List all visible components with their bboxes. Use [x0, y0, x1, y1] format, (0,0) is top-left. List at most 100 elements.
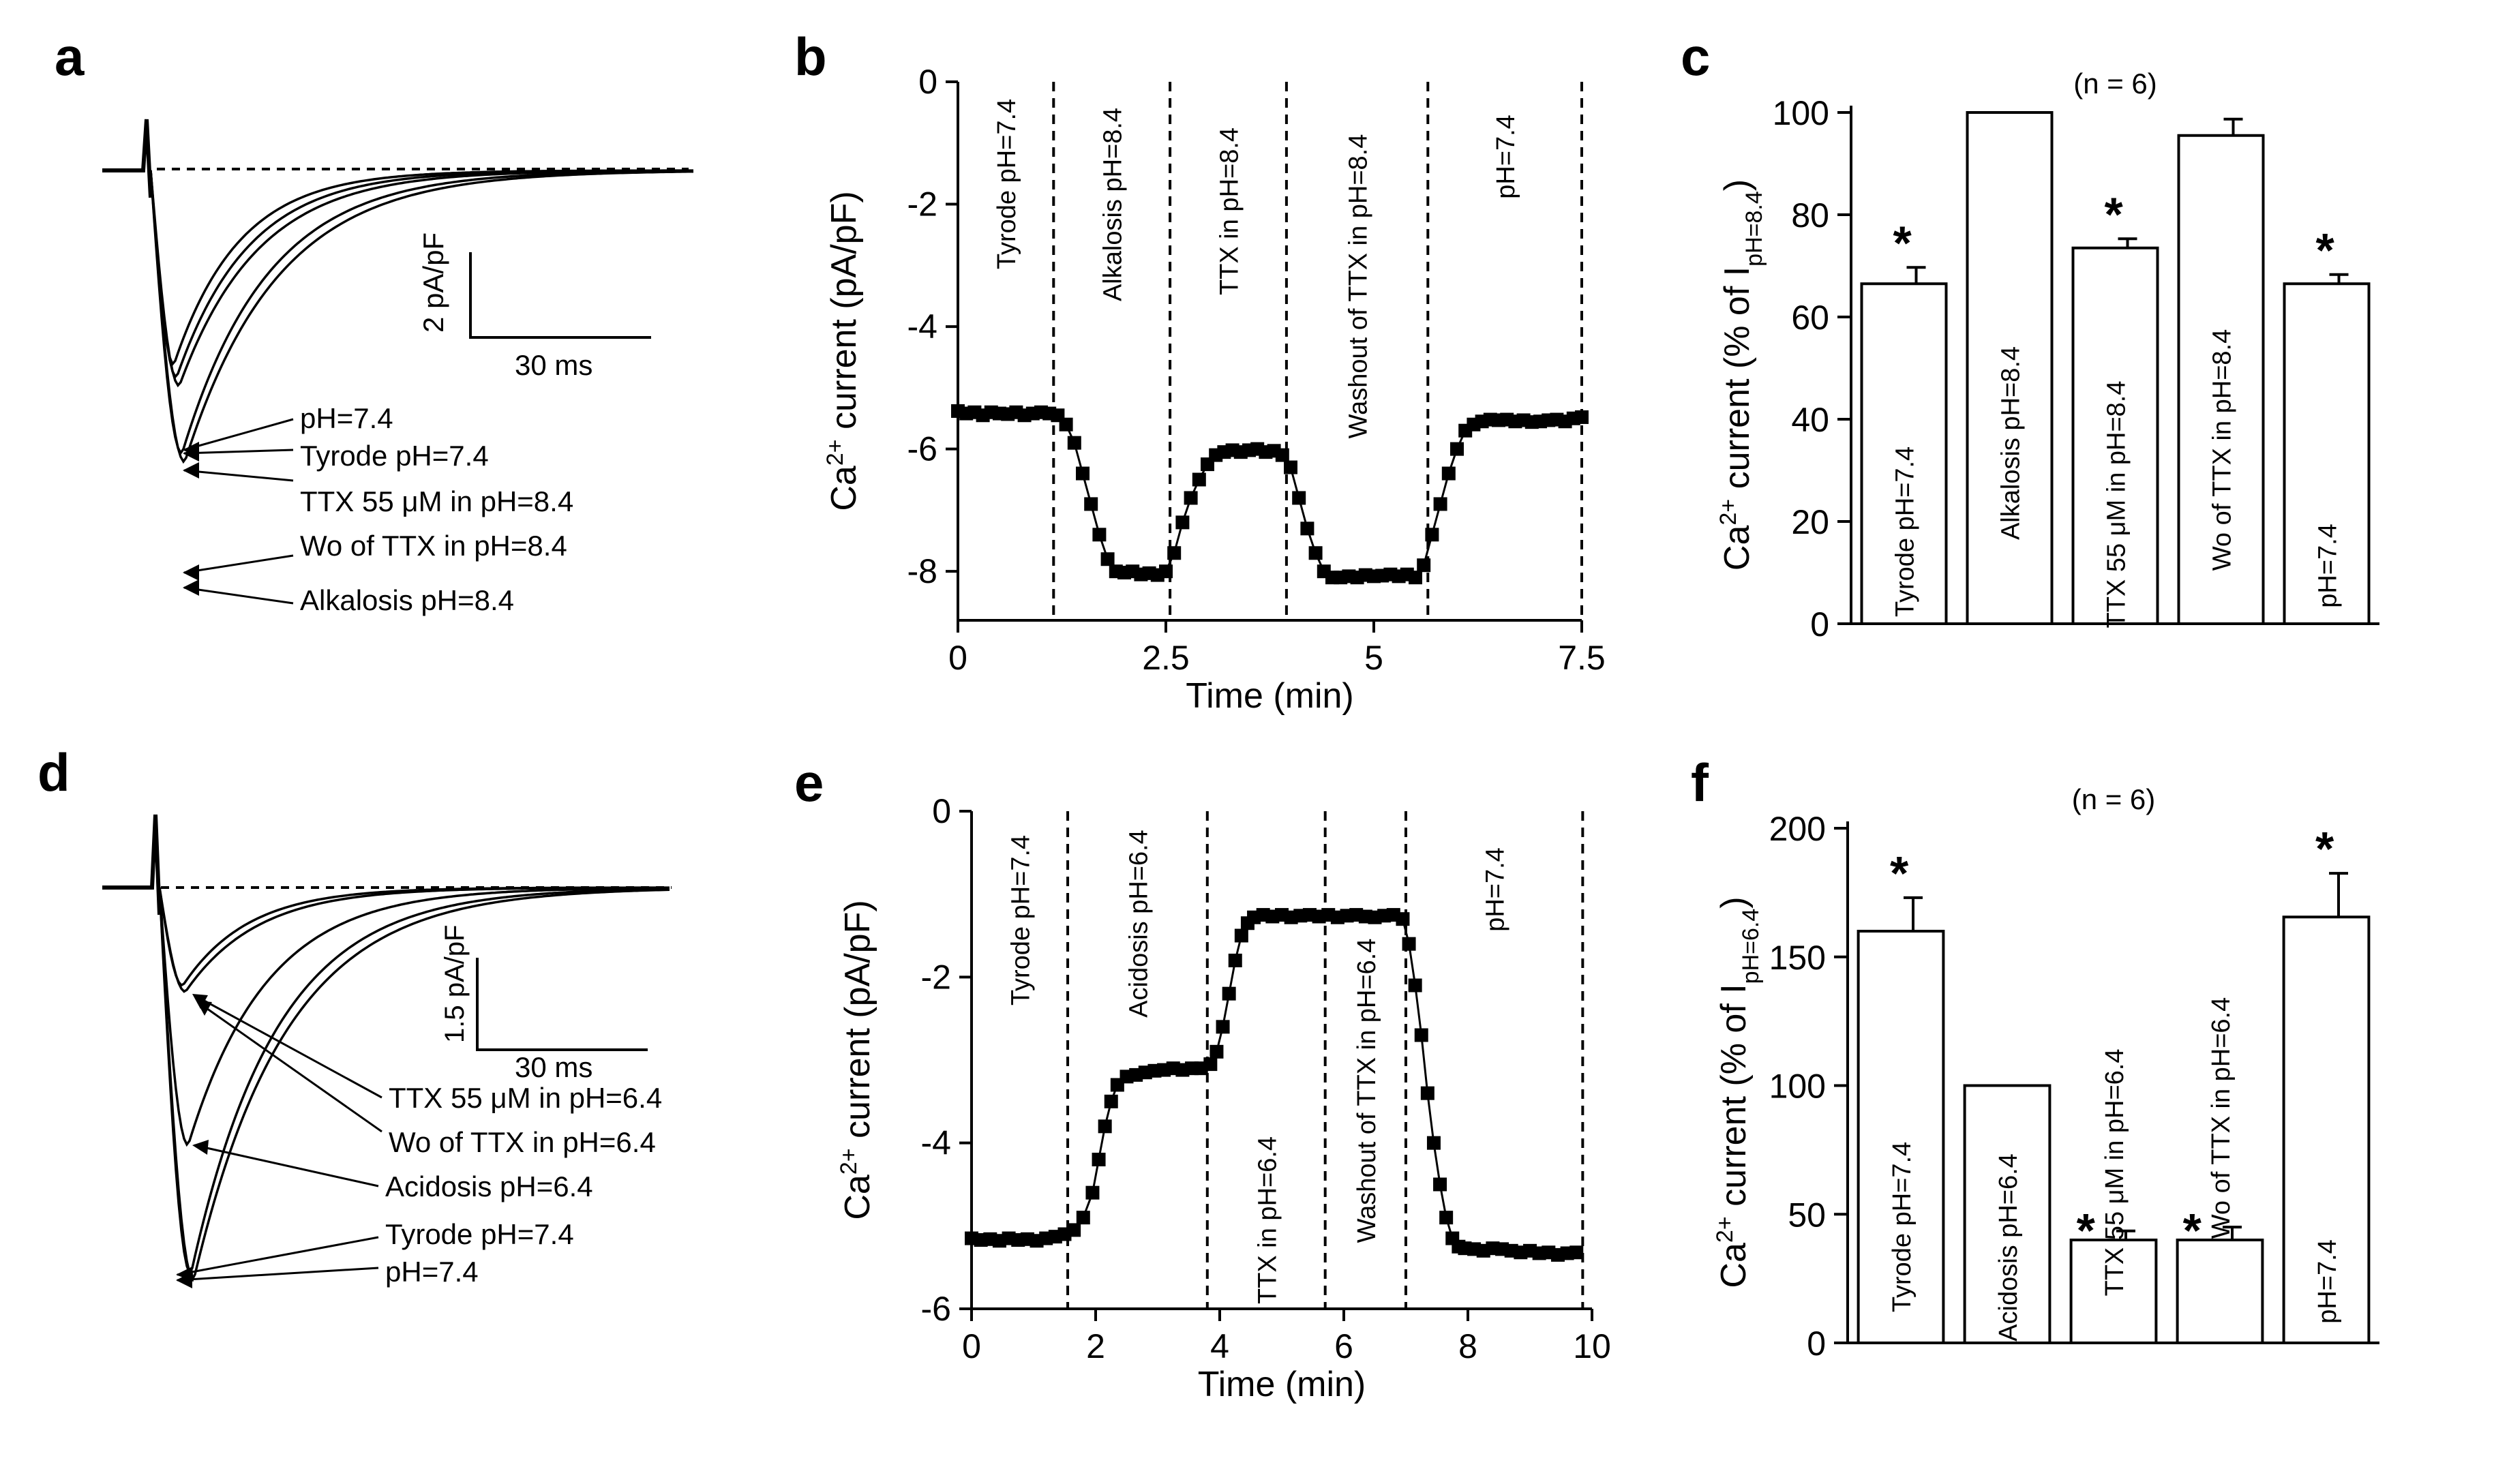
- bar-category-label: Wo of TTX in pH=6.4: [2207, 997, 2236, 1239]
- data-point: [1092, 528, 1107, 542]
- y-axis-title: Ca2+ current (pA/pF): [822, 191, 864, 511]
- x-tick-label: 2: [1086, 1327, 1105, 1365]
- bar-category-label: Wo of TTX in pH=8.4: [2208, 329, 2237, 571]
- panel-a-scalebar-y-label: 2 pA/pF: [417, 232, 449, 333]
- bar-category-label: Tyrode pH=7.4: [1888, 1142, 1917, 1312]
- y-tick-label: 50: [1788, 1196, 1826, 1234]
- segment-label: Acidosis pH=6.4: [1124, 830, 1153, 1018]
- data-point: [1275, 448, 1289, 462]
- data-point: [1216, 1020, 1230, 1034]
- panel-a-label-ttx: TTX 55 μM in pH=8.4: [300, 485, 573, 517]
- bar: [2177, 134, 2265, 625]
- x-tick-label: 7.5: [1558, 639, 1606, 677]
- current-trace-3: [158, 887, 670, 1147]
- bar: [1963, 1084, 2052, 1344]
- data-point: [1167, 546, 1182, 560]
- x-axis-title: Time (min): [1186, 676, 1354, 716]
- data-point: [1067, 436, 1081, 450]
- data-point: [1450, 442, 1464, 456]
- y-tick-label: -2: [921, 958, 951, 996]
- panel-a-label-alkalosis: Alkalosis pH=8.4: [300, 584, 514, 616]
- panel-a-label-tyrode: Tyrode pH=7.4: [300, 440, 489, 472]
- y-axis-title: Ca2+ current (% of IpH=6.4): [1712, 896, 1764, 1288]
- panel-d-label-acidosis: Acidosis pH=6.4: [385, 1170, 593, 1202]
- panel-a-traces: 2 pA/pF 30 ms pH=7.4 Tyrode pH=7.4 TTX 5…: [102, 119, 694, 616]
- data-point: [1159, 564, 1173, 579]
- capacitive-spike: [102, 119, 153, 198]
- panel-letter-a: a: [55, 27, 85, 87]
- bar-category-label: Tyrode pH=7.4: [1891, 446, 1920, 617]
- y-tick-label: -6: [907, 430, 937, 468]
- bar: [2069, 1239, 2158, 1344]
- bar: [2282, 915, 2371, 1345]
- y-tick-label: -2: [907, 185, 937, 224]
- data-point: [1067, 1223, 1081, 1237]
- panel-f-bar-chart: 0 50 100 150 200 * Tyrode pH=7.4 Acidosis pH=6.…: [1712, 783, 2379, 1363]
- panel-a-scalebar: [469, 252, 651, 339]
- y-tick-label: 0: [918, 63, 937, 101]
- panel-letter-b: b: [794, 27, 827, 87]
- significance-star: *: [2105, 187, 2124, 241]
- panel-letter-c: c: [1681, 27, 1710, 87]
- data-point: [1184, 491, 1198, 505]
- current-trace-2: [158, 886, 670, 993]
- segment-label: Washout of TTX in pH=8.4: [1344, 134, 1373, 439]
- panel-a-trace-group: [102, 119, 694, 464]
- y-tick-label: -4: [921, 1124, 951, 1162]
- current-trace-5: [149, 170, 694, 464]
- y-tick-label: 20: [1791, 503, 1829, 541]
- data-point: [1426, 1136, 1441, 1150]
- y-tick-label: 0: [1810, 605, 1829, 643]
- bar-category-label: TTX 55 μM in pH=8.4: [2103, 381, 2131, 629]
- segment-label: Tyrode pH=7.4: [1007, 835, 1036, 1005]
- panel-a-annotations: pH=7.4 Tyrode pH=7.4 TTX 55 μM in pH=8.4…: [183, 402, 573, 616]
- significance-star: *: [1890, 847, 1909, 900]
- significance-star: *: [2183, 1204, 2202, 1257]
- data-point: [1203, 1057, 1218, 1072]
- panel-d-label-ph74: pH=7.4: [385, 1256, 479, 1288]
- data-line: [957, 410, 1582, 579]
- y-tick-label: 100: [1769, 1067, 1826, 1106]
- data-point: [1076, 466, 1090, 481]
- bar: [1966, 111, 2054, 625]
- chart-title: (n = 6): [2072, 783, 2156, 815]
- segment-label: pH=7.4: [1492, 115, 1520, 199]
- data-point: [1402, 937, 1416, 951]
- panel-d-traces: 1.5 pA/pF 30 ms TTX 55 μM in pH=6.4 Wo o…: [102, 814, 672, 1288]
- bar: [2071, 246, 2159, 625]
- data-point: [1396, 912, 1410, 926]
- segment-label: pH=7.4: [1482, 847, 1510, 932]
- bar: [1860, 282, 1948, 625]
- x-tick-label: 8: [1458, 1327, 1477, 1365]
- data-point: [1292, 491, 1306, 505]
- panel-a-label-wo: Wo of TTX in pH=8.4: [300, 530, 567, 562]
- x-tick-label: 2.5: [1142, 639, 1190, 677]
- data-point: [1192, 472, 1206, 487]
- significance-star: *: [2077, 1204, 2096, 1257]
- y-tick-label: -4: [907, 307, 937, 346]
- data-point: [1222, 986, 1236, 1001]
- panel-letter-e: e: [794, 753, 824, 813]
- data-point: [1234, 928, 1248, 943]
- data-point: [1409, 571, 1422, 585]
- significance-star: *: [2316, 224, 2335, 277]
- y-tick-label: 200: [1769, 810, 1826, 848]
- significance-star: *: [2315, 822, 2334, 875]
- data-point: [1433, 497, 1447, 511]
- y-tick-label: 0: [1807, 1324, 1826, 1363]
- segment-label: TTX in pH=6.4: [1253, 1136, 1282, 1304]
- panel-d-trace-group: [102, 814, 670, 1282]
- segment-label: Washout of TTX in pH=6.4: [1353, 939, 1381, 1243]
- data-point: [1569, 1245, 1584, 1260]
- y-tick-label: -8: [907, 552, 937, 590]
- panel-d-annotations: TTX 55 μM in pH=6.4 Wo of TTX in pH=6.4 …: [176, 994, 662, 1288]
- data-point: [1092, 1153, 1106, 1166]
- bar-category-label: pH=7.4: [2314, 524, 2343, 608]
- panel-a-label-ph74: pH=7.4: [300, 402, 393, 434]
- panel-d-label-ttx: TTX 55 μM in pH=6.4: [389, 1082, 662, 1114]
- y-tick-label: 100: [1773, 94, 1829, 132]
- panel-letter-d: d: [37, 742, 70, 802]
- data-point: [1076, 1211, 1090, 1225]
- data-point: [1420, 1086, 1434, 1100]
- data-point: [1439, 1211, 1454, 1225]
